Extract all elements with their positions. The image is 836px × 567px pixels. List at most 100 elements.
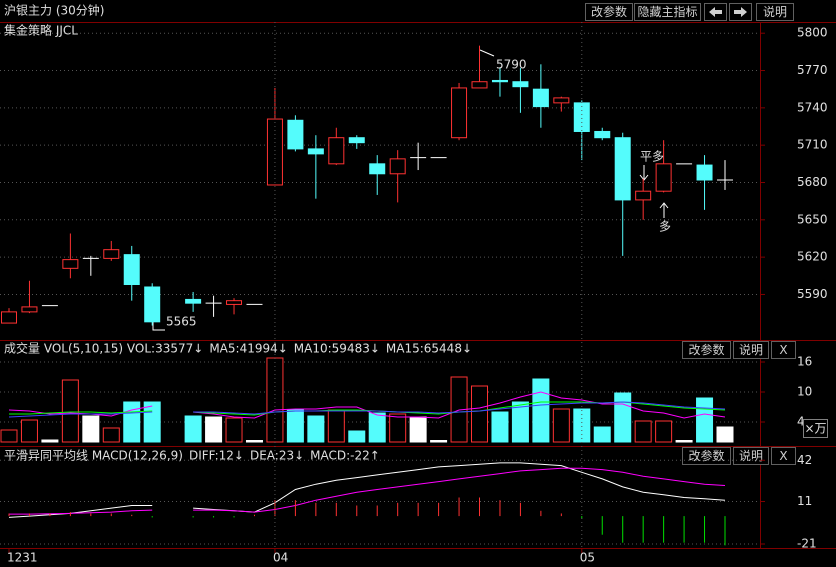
volume-bar	[143, 401, 161, 443]
frames	[0, 22, 836, 549]
y-tick-label: 5620	[797, 250, 828, 264]
y-tick-label: 4	[797, 415, 805, 429]
y-tick-label: 5770	[797, 63, 828, 77]
volume-bar	[82, 415, 100, 443]
y-tick-label: 11	[797, 494, 812, 508]
volume-bar	[614, 392, 632, 443]
button-label[interactable]: 改参数	[688, 448, 724, 463]
candle-body	[491, 79, 508, 83]
volume-bar	[205, 416, 223, 443]
button-box	[771, 447, 796, 465]
volume-bar	[696, 397, 714, 443]
volume-bar	[184, 415, 202, 443]
x-tick-label: 05	[580, 551, 595, 565]
prev-button[interactable]	[704, 3, 727, 21]
volume-bar	[368, 412, 386, 443]
legend-entry: DEA:23↓	[250, 449, 304, 463]
volume-bar	[409, 416, 427, 443]
line	[8, 401, 726, 418]
candle-body	[655, 163, 672, 192]
button-label[interactable]: 说明	[739, 342, 763, 357]
button-label[interactable]: 改参数	[688, 342, 724, 357]
x-tick-label: 1231	[7, 551, 38, 565]
button-box	[733, 447, 769, 465]
button[interactable]: X	[771, 447, 796, 465]
candle-body	[1, 311, 17, 324]
button[interactable]: 改参数	[682, 447, 731, 465]
next-button[interactable]	[729, 3, 752, 21]
line	[8, 462, 726, 518]
x-tick-label: 04	[273, 551, 288, 565]
y-tick-label: -21	[797, 537, 817, 551]
volume-bar	[593, 426, 611, 443]
button[interactable]: 改参数	[682, 341, 731, 359]
volume-bar	[20, 419, 38, 443]
button[interactable]: 说明	[756, 3, 794, 21]
candle-body	[553, 97, 570, 104]
annotation: 5790	[496, 58, 527, 72]
volume-bar	[716, 426, 734, 443]
button[interactable]: 说明	[733, 341, 769, 359]
button-label[interactable]: 说明	[739, 448, 763, 463]
volume-bar	[0, 429, 18, 443]
candle-body	[123, 254, 140, 286]
candle-body	[185, 298, 202, 304]
y-tick-label: 42	[797, 453, 812, 467]
volume-bar	[327, 409, 345, 443]
y-tick-label: 5710	[797, 138, 828, 152]
up-arrow-icon	[659, 202, 669, 218]
candle-body	[226, 300, 243, 305]
legend-entry: MACD:-22↑	[310, 449, 380, 463]
candle-body	[696, 164, 713, 181]
volume-bar	[634, 420, 652, 443]
y-tick-label: 5590	[797, 287, 828, 301]
candle-body	[144, 286, 161, 323]
legend-entry: DIFF:12↓	[189, 449, 244, 463]
legend-entry: MA15:65448↓	[386, 342, 472, 356]
button-box	[733, 341, 769, 359]
button-label[interactable]: X	[779, 343, 787, 357]
y-tick-label: 5680	[797, 175, 828, 189]
candle-body	[451, 87, 468, 139]
button[interactable]: 隐藏主指标	[634, 3, 701, 21]
candle-body	[328, 137, 345, 165]
down-arrow-icon	[639, 165, 649, 181]
annotation: 多	[659, 220, 671, 234]
volume-bar	[491, 411, 509, 443]
candle-body	[62, 259, 79, 269]
volume-bar	[225, 417, 243, 443]
candle-body	[532, 88, 549, 108]
candle-body	[21, 306, 38, 313]
candle-body	[635, 190, 652, 201]
button-label[interactable]: 改参数	[591, 4, 627, 19]
volume-bar	[511, 401, 529, 443]
volume-bar	[102, 427, 120, 443]
y-tick-label: 5650	[797, 212, 828, 226]
button-label[interactable]: 说明	[763, 4, 787, 19]
legend-entry: MA10:59483↓	[294, 342, 380, 356]
volume-bar	[430, 440, 448, 443]
candle-body	[573, 102, 590, 132]
button-label[interactable]: 隐藏主指标	[637, 4, 697, 19]
line	[9, 467, 726, 515]
candle-body	[307, 148, 324, 155]
button-box	[756, 3, 794, 21]
button-label[interactable]: X	[779, 449, 787, 463]
volume-bar	[471, 385, 489, 443]
panel-title: 平滑异同平均线 MACD(12,26,9)	[4, 449, 183, 463]
button-box	[634, 3, 701, 21]
button-box	[682, 341, 731, 359]
candle-body	[348, 137, 365, 144]
annotation: 平多	[640, 150, 664, 164]
volume-bar	[552, 408, 570, 443]
volume-bar	[41, 439, 59, 443]
button[interactable]: 说明	[733, 447, 769, 465]
volume-bar	[307, 415, 325, 443]
button[interactable]: 改参数	[585, 3, 633, 21]
volume-bar	[245, 440, 263, 443]
volume-bar	[286, 409, 304, 443]
button[interactable]: X	[771, 341, 796, 359]
right-arrow-icon	[734, 7, 747, 17]
